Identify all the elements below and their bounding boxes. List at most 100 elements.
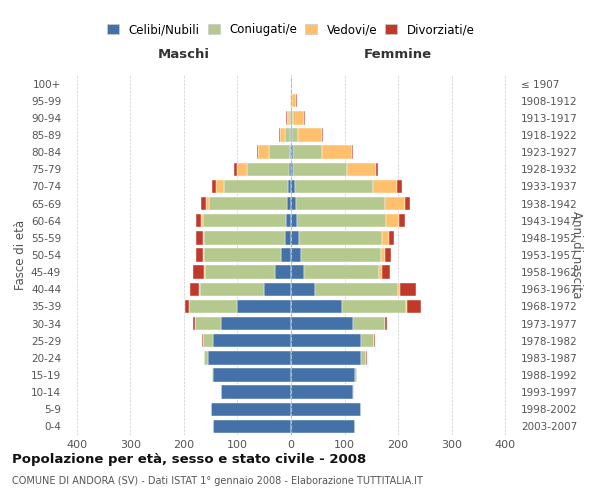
- Bar: [208, 351, 291, 364]
- Bar: [289, 180, 291, 193]
- Bar: [304, 111, 305, 124]
- Bar: [206, 197, 209, 210]
- Bar: [237, 162, 247, 176]
- Bar: [299, 231, 382, 244]
- Bar: [286, 214, 291, 228]
- Bar: [205, 266, 275, 279]
- Bar: [291, 146, 293, 159]
- Bar: [296, 197, 385, 210]
- Bar: [211, 402, 291, 416]
- Bar: [193, 317, 194, 330]
- Bar: [291, 162, 293, 176]
- Bar: [189, 300, 238, 313]
- Bar: [385, 197, 405, 210]
- Bar: [209, 197, 287, 210]
- Bar: [293, 111, 304, 124]
- Bar: [398, 282, 400, 296]
- Bar: [291, 317, 353, 330]
- Bar: [264, 282, 291, 296]
- Bar: [196, 248, 203, 262]
- Bar: [194, 317, 221, 330]
- Bar: [353, 317, 385, 330]
- Text: Popolazione per età, sesso e stato civile - 2008: Popolazione per età, sesso e stato civil…: [12, 452, 366, 466]
- Bar: [287, 197, 291, 210]
- Bar: [203, 248, 281, 262]
- Text: Maschi: Maschi: [158, 48, 210, 62]
- Bar: [301, 248, 381, 262]
- Bar: [190, 282, 199, 296]
- Bar: [406, 300, 407, 313]
- Bar: [292, 111, 293, 124]
- Bar: [385, 248, 391, 262]
- Bar: [203, 231, 204, 244]
- Bar: [361, 334, 374, 347]
- Bar: [291, 334, 361, 347]
- Text: Femmine: Femmine: [364, 48, 432, 62]
- Bar: [376, 162, 378, 176]
- Bar: [400, 282, 416, 296]
- Bar: [221, 317, 291, 330]
- Bar: [291, 214, 298, 228]
- Y-axis label: Anni di nascita: Anni di nascita: [570, 212, 583, 298]
- Bar: [185, 300, 189, 313]
- Bar: [347, 162, 376, 176]
- Bar: [291, 420, 355, 433]
- Bar: [355, 368, 358, 382]
- Bar: [291, 266, 304, 279]
- Bar: [386, 214, 399, 228]
- Bar: [291, 386, 353, 399]
- Bar: [293, 146, 322, 159]
- Bar: [258, 146, 269, 159]
- Bar: [221, 386, 291, 399]
- Bar: [290, 146, 291, 159]
- Bar: [381, 248, 385, 262]
- Bar: [407, 300, 421, 313]
- Bar: [342, 300, 406, 313]
- Legend: Celibi/Nubili, Coniugati/e, Vedovi/e, Divorziati/e: Celibi/Nubili, Coniugati/e, Vedovi/e, Di…: [107, 24, 475, 36]
- Text: COMUNE DI ANDORA (SV) - Dati ISTAT 1° gennaio 2008 - Elaborazione TUTTITALIA.IT: COMUNE DI ANDORA (SV) - Dati ISTAT 1° ge…: [12, 476, 423, 486]
- Bar: [200, 282, 264, 296]
- Bar: [399, 214, 404, 228]
- Bar: [287, 111, 289, 124]
- Bar: [293, 162, 347, 176]
- Bar: [284, 231, 291, 244]
- Bar: [295, 180, 373, 193]
- Bar: [214, 334, 291, 347]
- Bar: [257, 146, 258, 159]
- Bar: [296, 94, 298, 108]
- Bar: [291, 282, 315, 296]
- Bar: [193, 266, 204, 279]
- Bar: [278, 128, 280, 141]
- Bar: [291, 180, 295, 193]
- Bar: [405, 197, 410, 210]
- Bar: [196, 214, 201, 228]
- Bar: [304, 266, 379, 279]
- Bar: [203, 214, 286, 228]
- Bar: [204, 266, 205, 279]
- Bar: [352, 146, 353, 159]
- Bar: [298, 128, 322, 141]
- Bar: [291, 368, 355, 382]
- Bar: [385, 317, 388, 330]
- Bar: [397, 180, 403, 193]
- Bar: [224, 180, 289, 193]
- Bar: [291, 197, 296, 210]
- Bar: [214, 368, 291, 382]
- Bar: [291, 351, 361, 364]
- Bar: [201, 197, 206, 210]
- Y-axis label: Fasce di età: Fasce di età: [14, 220, 27, 290]
- Bar: [322, 146, 352, 159]
- Bar: [292, 94, 296, 108]
- Bar: [280, 128, 285, 141]
- Bar: [201, 214, 203, 228]
- Bar: [275, 266, 291, 279]
- Bar: [291, 402, 361, 416]
- Bar: [204, 231, 284, 244]
- Bar: [291, 248, 301, 262]
- Bar: [212, 180, 216, 193]
- Bar: [298, 214, 386, 228]
- Bar: [247, 162, 289, 176]
- Bar: [291, 94, 292, 108]
- Bar: [196, 231, 203, 244]
- Bar: [291, 300, 342, 313]
